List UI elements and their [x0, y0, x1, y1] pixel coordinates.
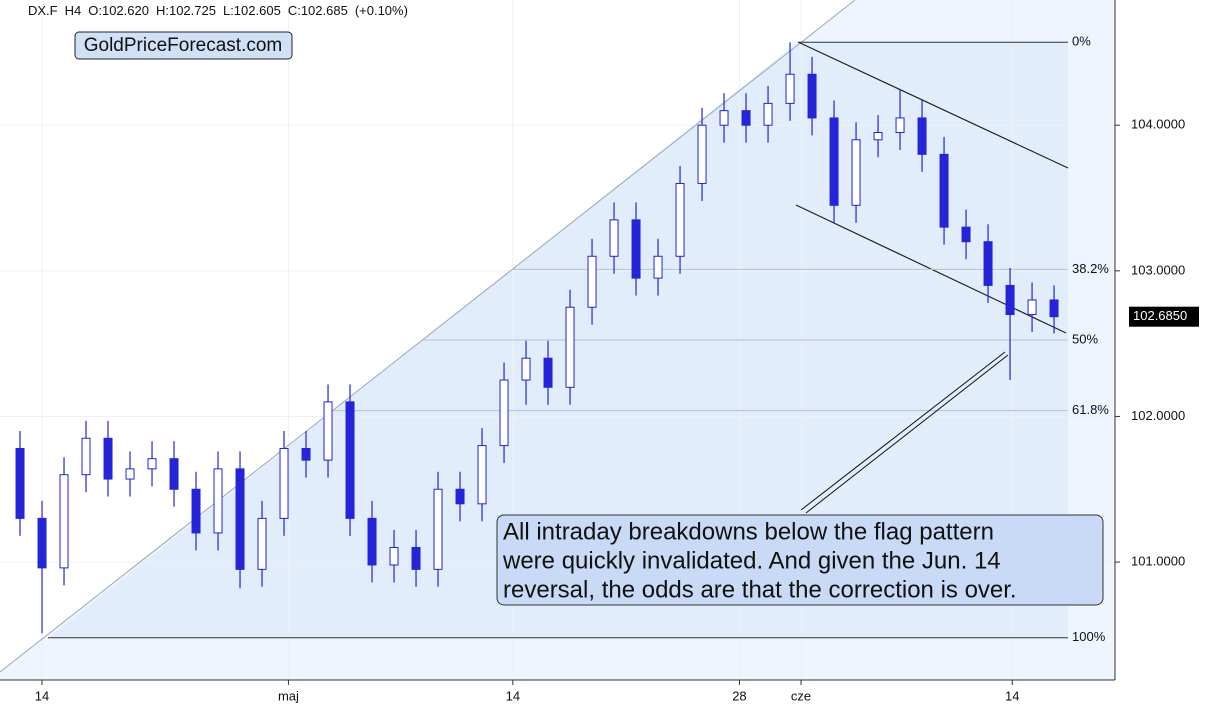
fib-label: 0% [1072, 34, 1091, 49]
x-tick-label: 14 [506, 688, 520, 703]
annotation: reversal, the odds are that the correcti… [503, 576, 1017, 603]
arrow-line [800, 351, 1006, 511]
candle-body [389, 546, 399, 566]
candle-body [169, 458, 179, 490]
header-item: DX.F [28, 3, 58, 18]
last-price-box [1129, 306, 1199, 327]
candle-body [741, 110, 751, 126]
candle-body [697, 124, 707, 184]
x-tick-label: 14 [35, 688, 49, 703]
candle-body [433, 488, 443, 570]
annotation-box [496, 514, 1104, 606]
candle-body [59, 474, 69, 569]
fib-levels: 0% 38.2% 50% 61.8% 100% [48, 34, 1109, 644]
candle-body [345, 401, 355, 519]
fib-label: 50% [1072, 331, 1098, 346]
channel-top [797, 41, 1069, 169]
watermark-box [74, 31, 293, 60]
x-tick-label: 28 [732, 688, 746, 703]
header-item: H:102.725 [156, 3, 216, 18]
candle-body [477, 445, 487, 505]
candle-body [323, 401, 333, 461]
candle-body [15, 447, 25, 519]
candle-body [785, 73, 795, 104]
candle-body [147, 458, 157, 470]
candle-body [1049, 299, 1059, 318]
x-tick-label: maj [278, 688, 299, 703]
candle-body [829, 117, 839, 206]
x-tick-label: 14 [1005, 688, 1019, 703]
annotation: All intraday breakdowns below the flag p… [503, 518, 994, 545]
candle-body [37, 517, 47, 569]
header-item: C:102.685 [288, 3, 348, 18]
fib-label: 100% [1072, 629, 1106, 644]
candle-body [499, 379, 509, 447]
candle-body [543, 357, 553, 388]
annotation: were quickly invalidated. And given the … [502, 547, 1001, 574]
header-item: O:102.620 [88, 3, 149, 18]
y-tick-label: 104.0000 [1131, 117, 1185, 132]
header-item: H4 [65, 3, 82, 18]
candle-body [1005, 284, 1015, 316]
y-tick-label: 103.0000 [1131, 262, 1185, 277]
candle-body [81, 437, 91, 476]
candle-body [411, 546, 421, 570]
candle-body [917, 117, 927, 155]
candle-body [609, 219, 619, 257]
candle-body [301, 447, 311, 461]
candle-body [455, 488, 465, 505]
candle-body [565, 306, 575, 388]
candle-body [895, 117, 905, 134]
candle-body [367, 517, 377, 566]
candle-body [521, 357, 531, 381]
x-tick-label: cze [791, 688, 811, 703]
candle-body [213, 468, 223, 534]
candle-body [939, 153, 949, 228]
candle-body [279, 447, 289, 519]
candle-body [675, 182, 685, 257]
candle-body [587, 255, 597, 308]
candle-body [983, 241, 993, 286]
candle-body [1027, 299, 1037, 316]
watermark: GoldPriceForecast.com [84, 35, 283, 56]
candle-body [763, 102, 773, 126]
candle-body [961, 226, 971, 243]
candle-body [873, 132, 883, 141]
candle-body [103, 437, 113, 480]
candles [15, 42, 1059, 634]
candle-body [235, 468, 245, 570]
last-price-label: 102.6850 [1133, 308, 1187, 323]
header: DX.F H4 O:102.620 H:102.725 L:102.605 C:102.6… [28, 3, 408, 18]
candle-body [653, 255, 663, 279]
trend-line [0, 0, 856, 673]
candle-body [719, 110, 729, 126]
fib-label: 61.8% [1072, 402, 1109, 417]
arrow-line [805, 354, 1009, 514]
header-item: (+0.10%) [355, 3, 408, 18]
candle-body [125, 468, 135, 480]
fib-label: 38.2% [1072, 261, 1109, 276]
y-tick-label: 102.0000 [1131, 408, 1185, 423]
candle-body [851, 139, 861, 206]
header-item: L:102.605 [223, 3, 281, 18]
y-tick-label: 101.0000 [1131, 553, 1185, 568]
candle-body [807, 73, 817, 119]
candle-body [257, 517, 267, 570]
axes: 101.0000 102.0000 103.0000 104.0000 14 maj 14 2… [35, 117, 1199, 703]
candle-body [631, 219, 641, 279]
candle-body [191, 488, 201, 534]
